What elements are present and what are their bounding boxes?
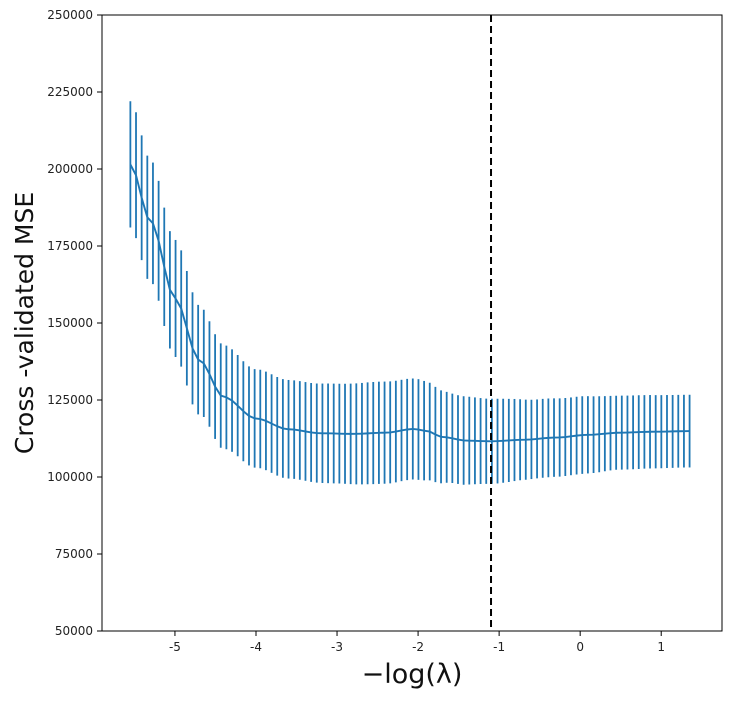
x-axis-ticks: -5 -4 -3 -2 -1 0 1 bbox=[169, 631, 665, 654]
y-tick-label: 250000 bbox=[47, 8, 93, 22]
mean-cv-mse-line bbox=[129, 163, 690, 443]
y-tick-label: 175000 bbox=[47, 239, 93, 253]
x-axis-title: −log(λ) bbox=[362, 659, 463, 690]
y-tick-label: 50000 bbox=[55, 624, 93, 638]
x-tick-label: 0 bbox=[576, 640, 584, 654]
y-tick-label: 75000 bbox=[55, 547, 93, 561]
x-tick-label: -2 bbox=[412, 640, 424, 654]
x-tick-label: -1 bbox=[493, 640, 505, 654]
x-tick-label: -5 bbox=[169, 640, 181, 654]
y-tick-label: 100000 bbox=[47, 470, 93, 484]
y-axis-ticks: 50000 75000 100000 125000 150000 175000 200000… bbox=[47, 8, 102, 638]
y-tick-label: 200000 bbox=[47, 162, 93, 176]
x-tick-label: -3 bbox=[331, 640, 343, 654]
plot-area bbox=[102, 15, 722, 631]
y-tick-label: 225000 bbox=[47, 85, 93, 99]
x-tick-label: -4 bbox=[250, 640, 262, 654]
y-tick-label: 125000 bbox=[47, 393, 93, 407]
y-axis-title: Cross -validated MSE bbox=[10, 192, 39, 454]
y-tick-label: 150000 bbox=[47, 316, 93, 330]
x-tick-label: 1 bbox=[657, 640, 665, 654]
